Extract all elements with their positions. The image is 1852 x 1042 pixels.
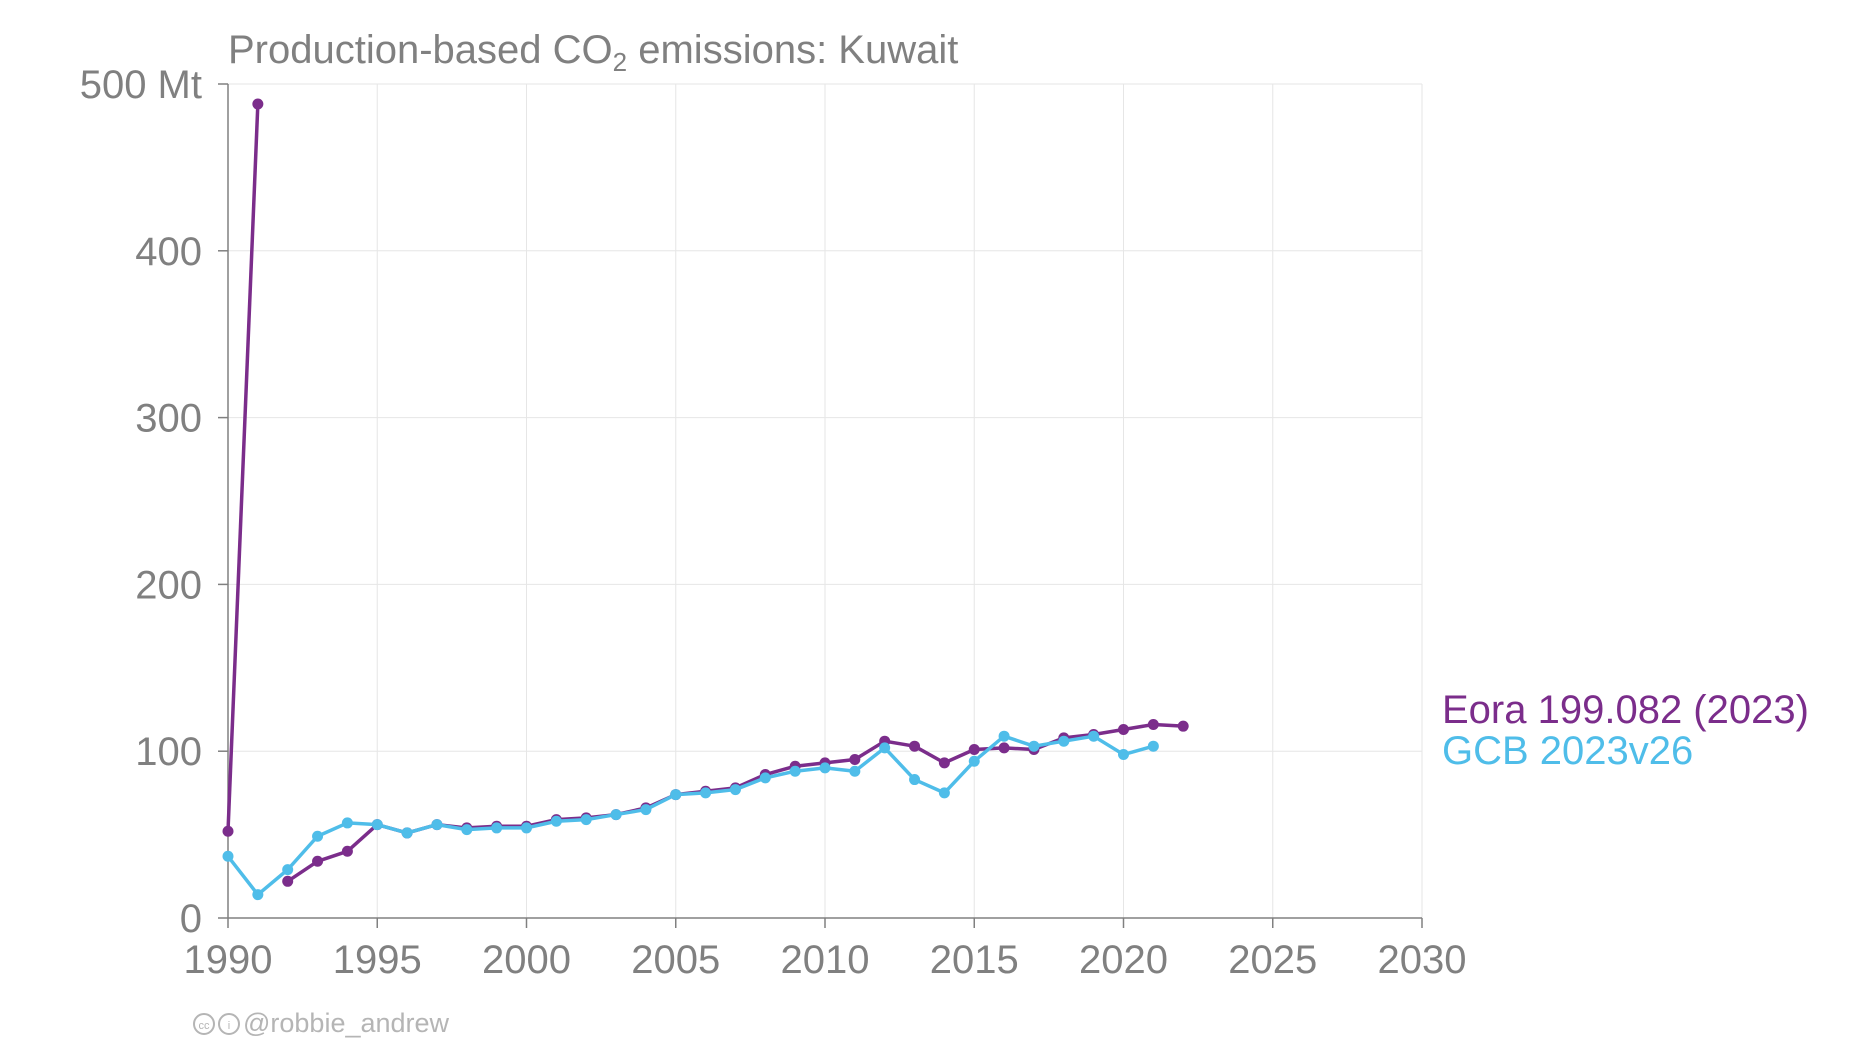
- x-tick-label-2030: 2030: [1378, 938, 1467, 982]
- data-point-eora-1990: [223, 826, 234, 837]
- y-tick-label-500: 500 Mt: [80, 63, 202, 107]
- x-tick-label-2010: 2010: [781, 938, 870, 982]
- credit-handle: @robbie_andrew: [243, 1008, 449, 1039]
- series-line-eora-0: [228, 104, 258, 831]
- data-point-gcb-2010: [820, 762, 831, 773]
- chart-title-subscript: 2: [613, 47, 627, 77]
- x-tick-label-2000: 2000: [482, 938, 571, 982]
- data-point-gcb-2019: [1088, 731, 1099, 742]
- data-point-gcb-2015: [969, 756, 980, 767]
- data-point-eora-1994: [342, 846, 353, 857]
- data-point-gcb-2012: [879, 742, 890, 753]
- data-point-gcb-2011: [849, 766, 860, 777]
- credit-line: cc i @robbie_andrew: [193, 1008, 449, 1039]
- data-point-gcb-2003: [611, 809, 622, 820]
- data-point-gcb-2007: [730, 784, 741, 795]
- data-point-gcb-1997: [431, 819, 442, 830]
- data-point-eora-2016: [999, 742, 1010, 753]
- data-point-gcb-2016: [999, 731, 1010, 742]
- y-tick-label-100: 100: [135, 730, 202, 774]
- data-point-gcb-2009: [790, 766, 801, 777]
- data-point-gcb-2008: [760, 772, 771, 783]
- data-point-gcb-2021: [1148, 741, 1159, 752]
- data-point-eora-2015: [969, 744, 980, 755]
- y-tick-label-400: 400: [135, 230, 202, 274]
- data-point-gcb-2020: [1118, 749, 1129, 760]
- x-tick-label-2015: 2015: [930, 938, 1019, 982]
- data-point-eora-1991: [252, 99, 263, 110]
- data-point-eora-2022: [1178, 721, 1189, 732]
- axes: 1990 1995 2000 2005 2010 2015 2020 2025 2030 0 100…: [80, 63, 1467, 982]
- data-point-gcb-2014: [939, 787, 950, 798]
- data-point-gcb-1998: [461, 824, 472, 835]
- data-point-gcb-2017: [1028, 741, 1039, 752]
- x-tick-label-2025: 2025: [1228, 938, 1317, 982]
- data-point-gcb-1999: [491, 822, 502, 833]
- y-tick-label-0: 0: [180, 897, 202, 941]
- series-line-gcb-0: [228, 736, 1153, 894]
- data-point-gcb-2005: [670, 789, 681, 800]
- data-point-eora-2011: [849, 754, 860, 765]
- data-point-eora-2013: [909, 741, 920, 752]
- data-point-eora-2021: [1148, 719, 1159, 730]
- data-point-gcb-2013: [909, 774, 920, 785]
- data-point-gcb-2018: [1058, 736, 1069, 747]
- chart-title-suffix: emissions: Kuwait: [627, 28, 958, 72]
- y-tick-label-300: 300: [135, 397, 202, 441]
- series-layer: [223, 99, 1189, 901]
- data-point-gcb-1991: [252, 889, 263, 900]
- series-line-eora-1: [288, 725, 1183, 882]
- x-tick-label-2020: 2020: [1079, 938, 1168, 982]
- data-point-eora-2020: [1118, 724, 1129, 735]
- chart-title: Production-based CO2 emissions: Kuwait: [228, 28, 958, 78]
- data-point-eora-1993: [312, 856, 323, 867]
- data-point-gcb-1995: [372, 819, 383, 830]
- data-point-gcb-2006: [700, 787, 711, 798]
- data-point-gcb-2004: [640, 804, 651, 815]
- data-point-gcb-1992: [282, 864, 293, 875]
- by-attribution-icon: i: [218, 1013, 240, 1035]
- x-tick-label-1995: 1995: [333, 938, 422, 982]
- data-point-eora-2014: [939, 757, 950, 768]
- data-point-gcb-1993: [312, 831, 323, 842]
- x-tick-label-2005: 2005: [631, 938, 720, 982]
- data-point-gcb-1996: [402, 827, 413, 838]
- x-tick-label-1990: 1990: [184, 938, 273, 982]
- chart-title-prefix: Production-based CO: [228, 28, 613, 72]
- data-point-gcb-1994: [342, 817, 353, 828]
- data-point-gcb-2000: [521, 822, 532, 833]
- data-point-gcb-2002: [581, 814, 592, 825]
- legend-entry-eora: Eora 199.082 (2023): [1442, 688, 1809, 733]
- data-point-gcb-2001: [551, 816, 562, 827]
- data-point-eora-1992: [282, 876, 293, 887]
- data-point-gcb-1990: [223, 851, 234, 862]
- y-tick-label-200: 200: [135, 563, 202, 607]
- cc-icon: cc: [193, 1013, 215, 1035]
- legend-entry-gcb: GCB 2023v26: [1442, 729, 1693, 774]
- grid-lines: [228, 84, 1422, 918]
